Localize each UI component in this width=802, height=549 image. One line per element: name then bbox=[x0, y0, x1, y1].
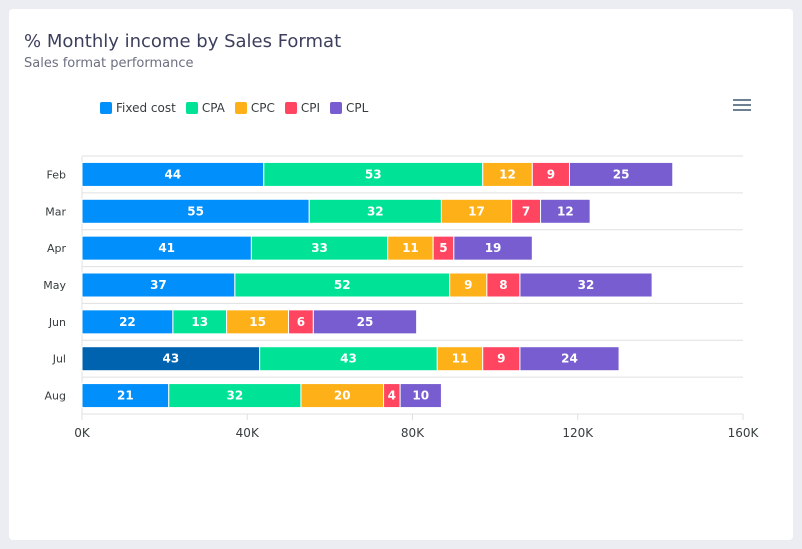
y-tick-label: Apr bbox=[47, 242, 67, 255]
data-label: 6 bbox=[297, 315, 305, 329]
y-tick-label: Aug bbox=[45, 390, 66, 403]
bar-segment-cpa[interactable] bbox=[172, 309, 228, 335]
legend-item-cpa[interactable]: CPA bbox=[185, 101, 225, 115]
data-label: 4 bbox=[388, 389, 396, 403]
data-label: 25 bbox=[613, 167, 630, 181]
data-label: 37 bbox=[150, 278, 167, 292]
data-label: 21 bbox=[117, 389, 134, 403]
bar-segment-cpi[interactable] bbox=[531, 161, 570, 187]
bar-segment-cpl[interactable] bbox=[519, 346, 620, 372]
data-label: 12 bbox=[557, 204, 574, 218]
x-tick-label: 160K bbox=[728, 426, 760, 440]
bar-segment-cpi[interactable] bbox=[288, 309, 314, 335]
legend: Fixed cost CPA CPC CPI CPL bbox=[100, 101, 368, 115]
bar-segment-cpa[interactable] bbox=[168, 383, 302, 409]
data-label: 19 bbox=[485, 241, 502, 255]
data-label: 12 bbox=[499, 167, 516, 181]
data-label: 44 bbox=[165, 167, 182, 181]
bar-segment-cpc[interactable] bbox=[300, 383, 385, 409]
bar-segment-cpl[interactable] bbox=[540, 198, 591, 224]
bar-segment-cpa[interactable] bbox=[308, 198, 442, 224]
legend-swatch bbox=[100, 102, 112, 114]
x-tick-label: 40K bbox=[236, 426, 260, 440]
y-tick-label: Mar bbox=[45, 205, 66, 218]
data-label: 32 bbox=[227, 389, 244, 403]
data-label: 9 bbox=[497, 352, 505, 366]
chart-title: % Monthly income by Sales Format bbox=[24, 31, 342, 52]
data-label: 5 bbox=[439, 241, 447, 255]
bar-segment-cpl[interactable] bbox=[568, 161, 674, 187]
y-tick-label: Jun bbox=[48, 316, 66, 329]
bar-segment-cpc[interactable] bbox=[482, 161, 533, 187]
bar-segment-cpc[interactable] bbox=[226, 309, 290, 335]
data-label: 41 bbox=[158, 241, 175, 255]
bar-segment-cpl[interactable] bbox=[399, 383, 442, 409]
legend-swatch bbox=[234, 102, 247, 114]
x-tick-label: 120K bbox=[562, 426, 594, 440]
data-label: 22 bbox=[119, 315, 136, 329]
data-label: 13 bbox=[191, 315, 208, 329]
legend-label: Fixed cost bbox=[116, 101, 176, 115]
y-tick-label: May bbox=[43, 279, 66, 292]
legend-label: CPA bbox=[201, 101, 225, 115]
bar-segment-cpl[interactable] bbox=[519, 272, 653, 298]
data-label: 17 bbox=[468, 204, 485, 218]
x-tick-label: 0K bbox=[74, 426, 91, 440]
data-label: 33 bbox=[311, 241, 328, 255]
legend-label: CPI bbox=[300, 101, 321, 115]
data-label: 10 bbox=[412, 389, 429, 403]
data-label: 55 bbox=[187, 204, 204, 218]
data-label: 8 bbox=[499, 278, 507, 292]
bar-segment-cpi[interactable] bbox=[486, 272, 521, 298]
data-label: 7 bbox=[522, 204, 530, 218]
data-label: 32 bbox=[367, 204, 384, 218]
data-label: 11 bbox=[402, 241, 419, 255]
y-tick-label: Feb bbox=[47, 168, 66, 181]
data-label: 11 bbox=[452, 352, 469, 366]
bar-segment-cpa[interactable] bbox=[259, 346, 438, 372]
data-label: 9 bbox=[464, 278, 472, 292]
bar-segment-cpa[interactable] bbox=[250, 235, 389, 261]
data-label: 9 bbox=[547, 167, 555, 181]
chart-subtitle: Sales format performance bbox=[24, 56, 194, 71]
data-label: 43 bbox=[162, 352, 179, 366]
legend-item-cpl[interactable]: CPL bbox=[330, 101, 368, 115]
legend-swatch bbox=[185, 102, 198, 114]
data-label: 20 bbox=[334, 389, 351, 403]
bar-segment-fixed-cost[interactable] bbox=[81, 383, 170, 409]
x-tick-label: 80K bbox=[401, 426, 425, 440]
data-label: 43 bbox=[340, 352, 357, 366]
legend-swatch bbox=[284, 102, 297, 114]
bar-segment-cpl[interactable] bbox=[453, 235, 533, 261]
data-label: 53 bbox=[365, 167, 382, 181]
legend-swatch bbox=[330, 102, 343, 114]
data-label: 25 bbox=[357, 315, 374, 329]
bar-segment-fixed-cost[interactable] bbox=[81, 235, 252, 261]
bar-segment-cpl[interactable] bbox=[312, 309, 418, 335]
legend-label: CPL bbox=[346, 101, 369, 115]
data-label: 15 bbox=[249, 315, 266, 329]
bar-segment-cpc[interactable] bbox=[436, 346, 484, 372]
data-label: 24 bbox=[561, 352, 578, 366]
hamburger-menu-icon[interactable] bbox=[733, 99, 751, 113]
bar-segment-cpc[interactable] bbox=[440, 198, 513, 224]
legend-label: CPC bbox=[250, 101, 275, 115]
legend-item-cpc[interactable]: CPC bbox=[234, 101, 275, 115]
legend-item-fixed-cost[interactable]: Fixed cost bbox=[100, 101, 176, 115]
legend-item-cpi[interactable]: CPI bbox=[284, 101, 321, 115]
data-label: 32 bbox=[578, 278, 595, 292]
bar-segment-fixed-cost[interactable] bbox=[81, 161, 265, 187]
y-tick-label: Jul bbox=[52, 353, 66, 366]
data-label: 52 bbox=[334, 278, 351, 292]
bar-segment-cpi[interactable] bbox=[511, 198, 542, 224]
bar-segment-cpc[interactable] bbox=[449, 272, 488, 298]
bar-segment-fixed-cost[interactable] bbox=[81, 272, 236, 298]
